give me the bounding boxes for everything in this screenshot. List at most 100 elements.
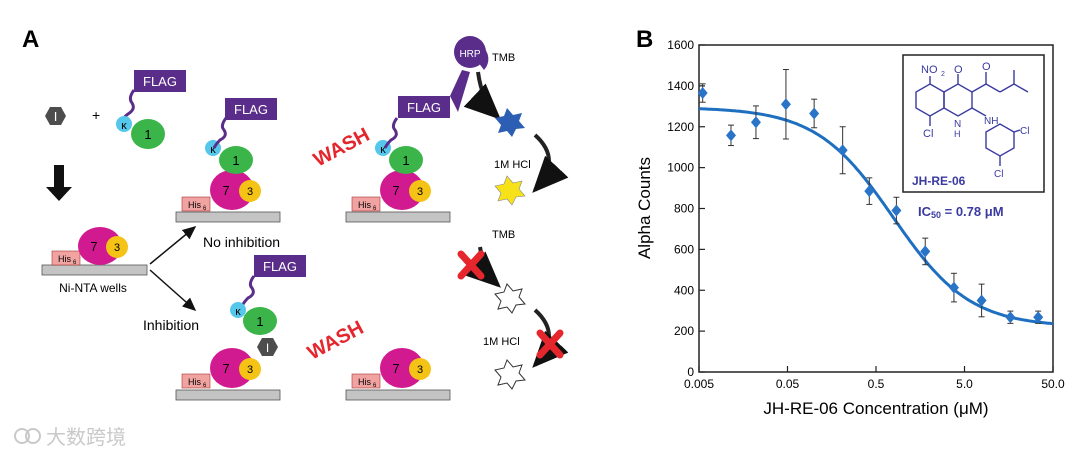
y-axis-label: Alpha Counts: [635, 157, 654, 259]
svg-text:3: 3: [247, 364, 253, 376]
red-x-icon: [457, 250, 485, 280]
svg-text:3: 3: [417, 364, 423, 376]
svg-text:大数跨境: 大数跨境: [46, 426, 126, 449]
svg-text:O: O: [954, 64, 963, 76]
data-point: [976, 294, 987, 307]
yellow-star-icon: [494, 175, 526, 206]
panel-a-label: A: [22, 26, 39, 53]
wells-label: Ni-NTA wells: [59, 281, 127, 295]
y-tick-label: 1000: [667, 161, 694, 175]
wash-label-bottom: WASH: [304, 317, 367, 365]
no-inhibition-label: No inhibition: [203, 234, 280, 250]
svg-text:κ: κ: [380, 144, 386, 156]
hcl-label-top: 1M HCl: [494, 159, 531, 171]
svg-text:1: 1: [402, 153, 409, 168]
y-tick-label: 400: [674, 283, 694, 297]
data-point: [726, 129, 737, 142]
data-point: [1005, 311, 1016, 324]
svg-text:NH: NH: [984, 116, 998, 127]
svg-text:Cl: Cl: [923, 128, 933, 140]
data-point: [891, 204, 902, 217]
svg-text:FLAG: FLAG: [234, 102, 268, 117]
svg-text:Cl: Cl: [994, 169, 1003, 180]
svg-text:7: 7: [392, 361, 399, 376]
svg-text:I: I: [54, 109, 58, 124]
svg-text:3: 3: [417, 186, 423, 198]
compound-name: JH-RE-06: [912, 174, 966, 188]
hcl-arrow-top: [532, 133, 569, 193]
tmb-arrow-top: [463, 71, 501, 120]
x-tick-label: 0.05: [776, 377, 800, 391]
svg-text:6: 6: [203, 383, 207, 389]
fit-curve: [698, 107, 1054, 326]
svg-text:6: 6: [203, 206, 207, 212]
y-tick-label: 800: [674, 202, 694, 216]
plus-sign: +: [92, 107, 100, 123]
data-point: [837, 144, 848, 157]
down-arrow-icon: [46, 165, 72, 201]
svg-text:His: His: [58, 254, 71, 264]
svg-text:FLAG: FLAG: [263, 259, 297, 274]
hcl-label-bottom: 1M HCl: [483, 336, 520, 348]
inhibition-flag-complex: FLAG 1 κ I: [230, 255, 306, 356]
branch-arrow-down: [149, 269, 197, 311]
svg-text:HRP: HRP: [459, 49, 480, 60]
branch-arrow-up: [149, 226, 197, 265]
y-tick-label: 0: [687, 365, 694, 379]
svg-text:O: O: [982, 61, 991, 73]
svg-text:3: 3: [114, 242, 120, 254]
data-point: [1033, 311, 1044, 324]
no-inhibition-complex: His 6 7 3 1 κ FLAG: [175, 98, 281, 223]
inhibition-label: Inhibition: [143, 317, 199, 333]
svg-text:6: 6: [373, 206, 377, 212]
svg-text:Cl: Cl: [1020, 126, 1029, 137]
svg-text:1: 1: [256, 314, 263, 329]
empty-star-icon: [494, 359, 526, 390]
svg-text:N: N: [954, 119, 961, 130]
x-tick-label: 50.0: [1041, 377, 1065, 391]
svg-text:7: 7: [392, 183, 399, 198]
hcl-arrow-bottom: [532, 308, 569, 368]
blue-star-icon: [495, 108, 525, 137]
x-tick-label: 0.5: [868, 377, 885, 391]
svg-text:7: 7: [222, 183, 229, 198]
chart: 0 200 400 600 800 1000 1200 1400 1600 0.005 0.05 0…: [635, 38, 1065, 418]
compound-inset: NO 2 O O Cl N H NH Cl Cl JH-RE-06: [902, 54, 1045, 193]
svg-text:3: 3: [247, 186, 253, 198]
svg-text:I: I: [266, 341, 269, 355]
wash-label-top: WASH: [310, 124, 373, 172]
data-point: [809, 107, 820, 120]
inhibitor-icon: I: [45, 107, 66, 125]
svg-text:κ: κ: [121, 120, 127, 132]
svg-text:1: 1: [144, 127, 151, 142]
detection-complex: His 6 7 3 1 κ FLAG HRP: [345, 36, 489, 223]
svg-text:7: 7: [90, 239, 97, 254]
svg-text:1: 1: [232, 153, 239, 168]
y-tick-label: 1400: [667, 79, 694, 93]
svg-text:H: H: [954, 129, 961, 139]
x-tick-label: 5.0: [956, 377, 973, 391]
watermark: 大数跨境: [14, 426, 126, 449]
ni-nta-well: His 6 7 3: [41, 227, 148, 276]
data-point: [697, 87, 708, 100]
svg-text:6: 6: [373, 383, 377, 389]
svg-text:2: 2: [941, 71, 945, 78]
x-tick-label: 0.005: [684, 377, 714, 391]
panel-b-label: B: [636, 26, 653, 53]
svg-text:7: 7: [222, 361, 229, 376]
ic50-label: IC50 = 0.78 μM: [918, 204, 1004, 220]
svg-text:FLAG: FLAG: [407, 100, 441, 115]
x-axis-label: JH-RE-06 Concentration (μM): [763, 399, 988, 418]
red-x-icon: [536, 329, 564, 359]
svg-text:His: His: [188, 377, 201, 387]
y-tick-label: 1600: [667, 38, 694, 52]
data-point: [948, 281, 959, 294]
svg-text:His: His: [188, 200, 201, 210]
inhibition-bound-well: His 6 7 3: [175, 348, 281, 401]
data-point: [750, 116, 761, 129]
washed-well: His 6 7 3: [345, 348, 451, 401]
flag-kappa-protein1-complex: FLAG 1 κ: [116, 70, 186, 149]
empty-star-icon: [494, 283, 526, 314]
tmb-label-bottom: TMB: [492, 229, 515, 241]
